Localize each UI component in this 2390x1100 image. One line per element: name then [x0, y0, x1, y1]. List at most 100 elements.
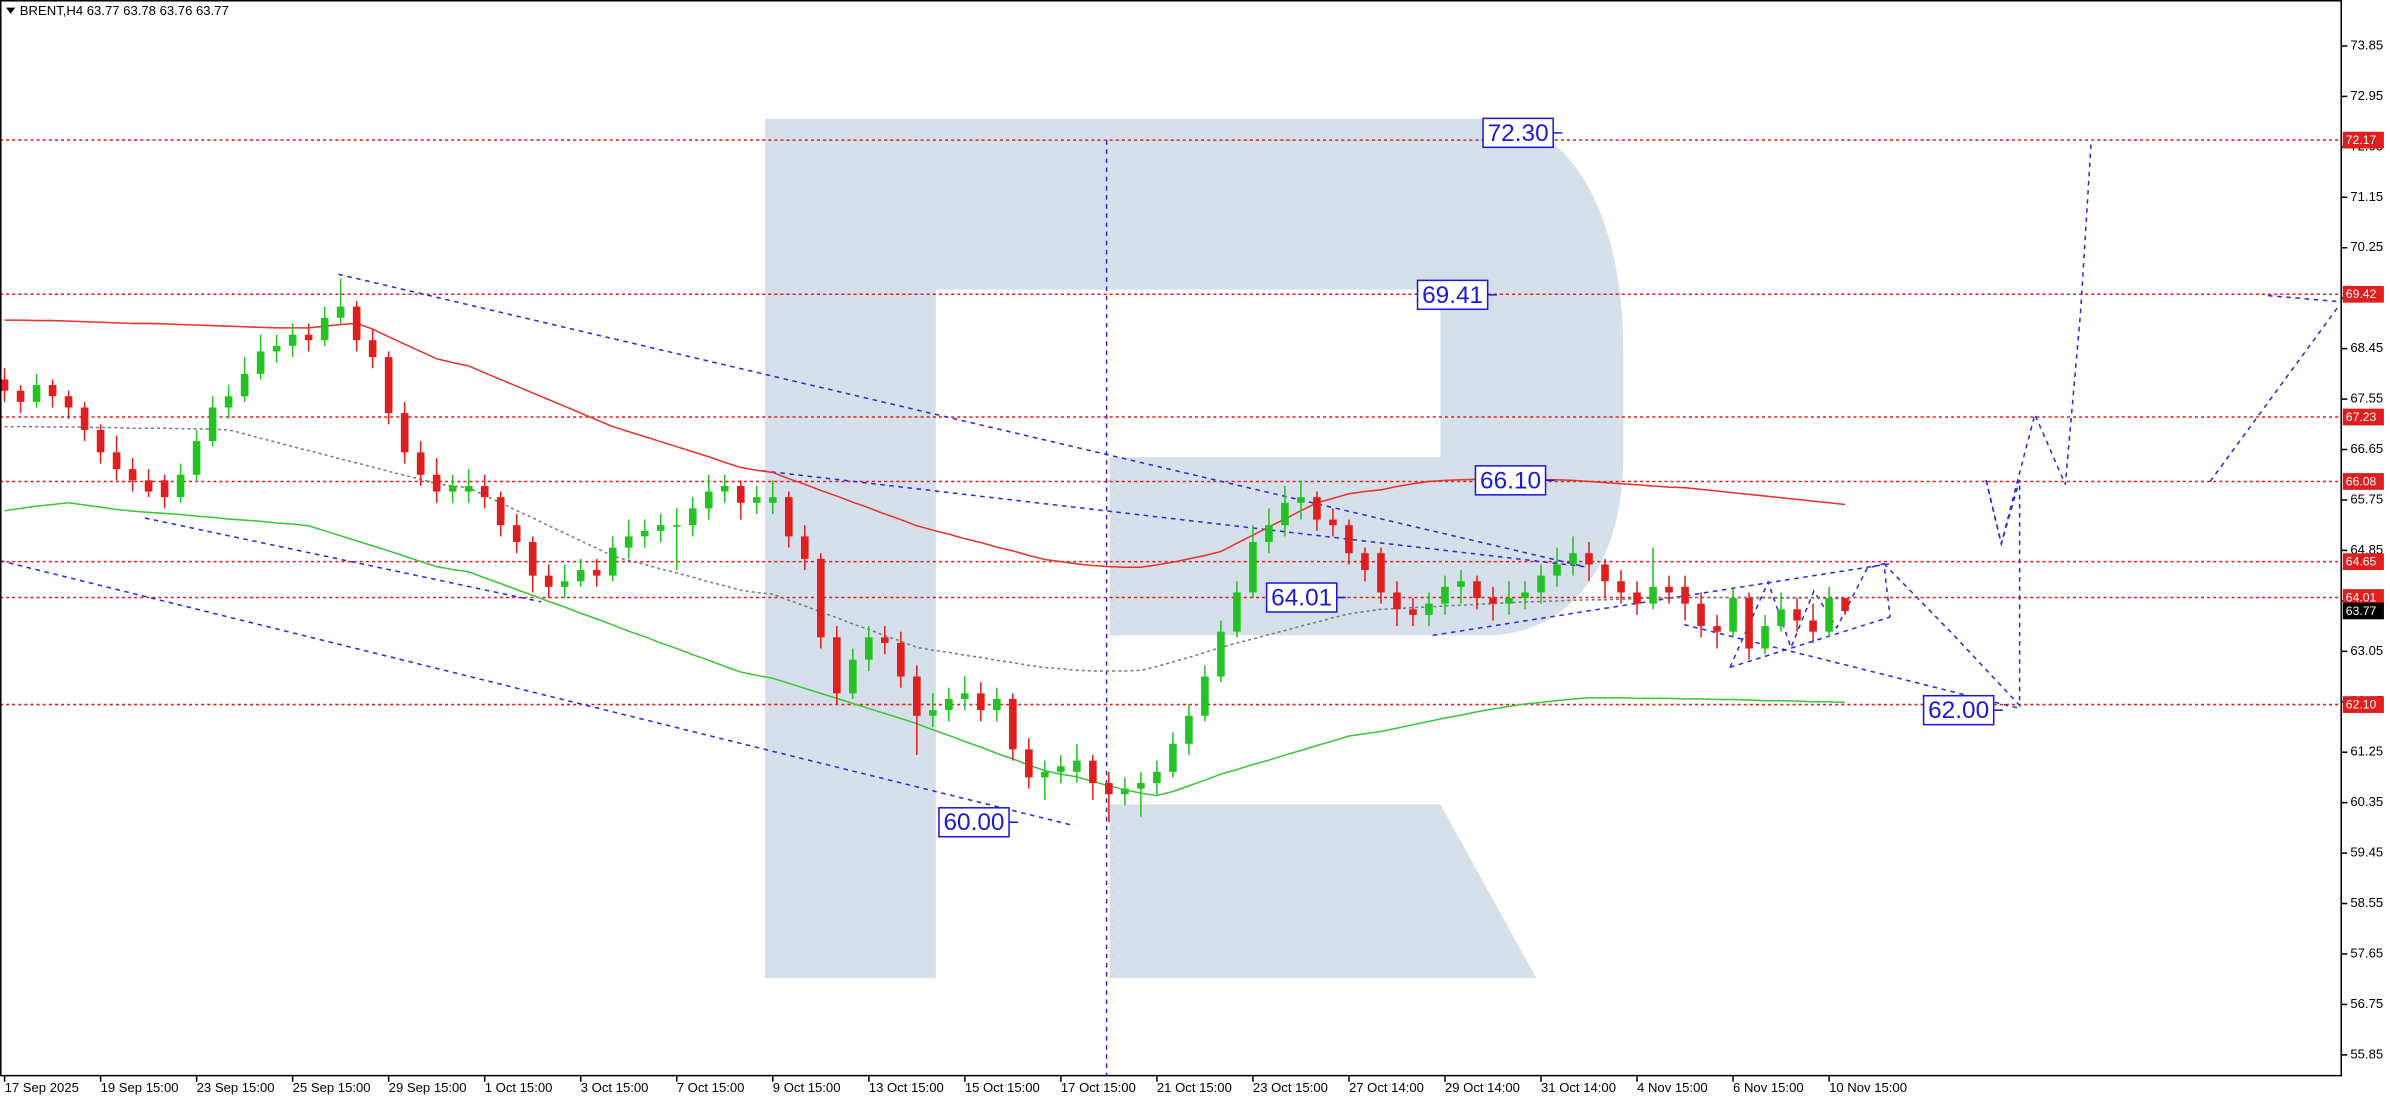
candle-body — [256, 351, 265, 374]
candle-body — [768, 497, 777, 503]
level-label: 64.65 — [2346, 555, 2377, 569]
candle-body — [881, 637, 889, 643]
y-tick-label: 63.05 — [2350, 643, 2383, 658]
level-label-box — [2342, 553, 2384, 571]
candle-body — [1489, 598, 1497, 604]
annotation-label: 64.01 — [1271, 584, 1332, 611]
candle-body — [1745, 598, 1753, 649]
annotation-label: 60.00 — [943, 809, 1004, 836]
candle-body — [1425, 603, 1433, 615]
candle-body — [1041, 771, 1049, 778]
candle-body — [336, 306, 345, 318]
x-tick-label: 17 Sep 2025 — [5, 1080, 79, 1095]
candle-body — [1313, 497, 1321, 520]
candle-body — [1105, 783, 1113, 795]
y-tick-label: 58.55 — [2350, 895, 2383, 910]
annotation-label: 66.10 — [1480, 467, 1541, 494]
forecast-path — [1985, 140, 2093, 545]
trend-line — [1729, 616, 1891, 669]
level-label-box — [2342, 408, 2384, 426]
candle-body — [512, 525, 521, 543]
candle-body — [897, 642, 905, 677]
candle-body — [528, 542, 537, 576]
candle-body — [784, 497, 793, 537]
x-tick-label: 17 Oct 15:00 — [1061, 1080, 1136, 1095]
candle-body — [672, 525, 681, 527]
y-tick-label: 67.55 — [2350, 391, 2383, 406]
candle-body — [1393, 592, 1401, 610]
candle-body — [1377, 553, 1385, 593]
candle-body — [416, 452, 425, 475]
trend-line — [1432, 562, 1891, 637]
annotation-box — [1474, 465, 1547, 496]
candle-body — [128, 469, 137, 481]
drawings — [0, 140, 2341, 1076]
candle-body — [1329, 519, 1337, 526]
candle-body — [384, 357, 393, 414]
candle-body — [32, 385, 41, 402]
candle-body — [1537, 575, 1545, 593]
candle-body — [1665, 586, 1673, 593]
candle-body — [1137, 783, 1145, 789]
candle-body — [624, 536, 633, 548]
candle-body — [304, 334, 313, 341]
x-tick-label: 1 Oct 15:00 — [485, 1080, 553, 1095]
x-tick-label: 9 Oct 15:00 — [773, 1080, 841, 1095]
annotation-box — [1416, 279, 1489, 311]
candle-body — [560, 581, 569, 587]
candle-body — [1249, 542, 1257, 593]
y-tick-label: 64.85 — [2350, 542, 2383, 557]
candle-body — [1761, 626, 1769, 649]
candle-body — [832, 637, 841, 694]
last-price-label: 63.77 — [2346, 604, 2377, 618]
candle-body — [1681, 586, 1689, 604]
candle-body — [736, 485, 745, 503]
y-tick-label: 57.65 — [2350, 945, 2383, 960]
y-tick-label: 59.45 — [2350, 845, 2383, 860]
candle-body — [656, 525, 665, 531]
watermark-leg — [1109, 804, 1537, 979]
candle-body — [1825, 598, 1833, 632]
candle-body — [1809, 620, 1817, 632]
trend-line — [338, 273, 1586, 568]
candle-body — [1361, 553, 1369, 571]
forecast-path — [1729, 562, 1891, 668]
candle-body — [112, 452, 121, 470]
level-label: 72.17 — [2346, 133, 2377, 147]
level-label-box — [2342, 696, 2384, 713]
candle-body — [961, 693, 969, 699]
level-label: 62.10 — [2346, 698, 2377, 712]
candle-body — [464, 485, 473, 492]
candle-body — [320, 317, 329, 341]
candle-body — [1233, 592, 1241, 632]
x-tick-label: 21 Oct 15:00 — [1157, 1080, 1232, 1095]
candle-body — [1473, 581, 1481, 599]
candle-body — [977, 693, 985, 711]
x-tick-label: 6 Nov 15:00 — [1733, 1080, 1804, 1095]
candle-body — [688, 508, 697, 526]
y-tick-label: 73.85 — [2350, 37, 2383, 52]
candle-body — [1169, 743, 1177, 772]
candle-body — [1793, 609, 1801, 621]
watermark — [765, 118, 1624, 979]
candle-body — [816, 558, 825, 638]
x-tick-label: 3 Oct 15:00 — [581, 1080, 649, 1095]
last-price-label-box — [2342, 602, 2384, 620]
level-label: 64.01 — [2346, 590, 2377, 604]
candle-body — [720, 485, 729, 492]
y-tick-label: 68.45 — [2350, 340, 2383, 355]
candle-body — [1281, 502, 1289, 526]
y-tick-label: 70.25 — [2350, 239, 2383, 254]
candle-body — [1585, 553, 1593, 565]
x-tick-label: 7 Oct 15:00 — [677, 1080, 745, 1095]
axes: 73.8572.9572.0571.1570.2569.3568.4567.55… — [3, 37, 2384, 1095]
candle-body — [352, 306, 361, 341]
y-tick-label: 56.75 — [2350, 996, 2383, 1011]
y-tick-label: 72.95 — [2350, 88, 2383, 103]
candle-body — [993, 698, 1001, 711]
candle-body — [192, 441, 201, 475]
annotations: 72.30 69.41 66.10 64.01 62.00 60.00 — [938, 117, 2003, 838]
y-tick-label: 60.35 — [2350, 794, 2383, 809]
x-tick-label: 15 Oct 15:00 — [965, 1080, 1040, 1095]
